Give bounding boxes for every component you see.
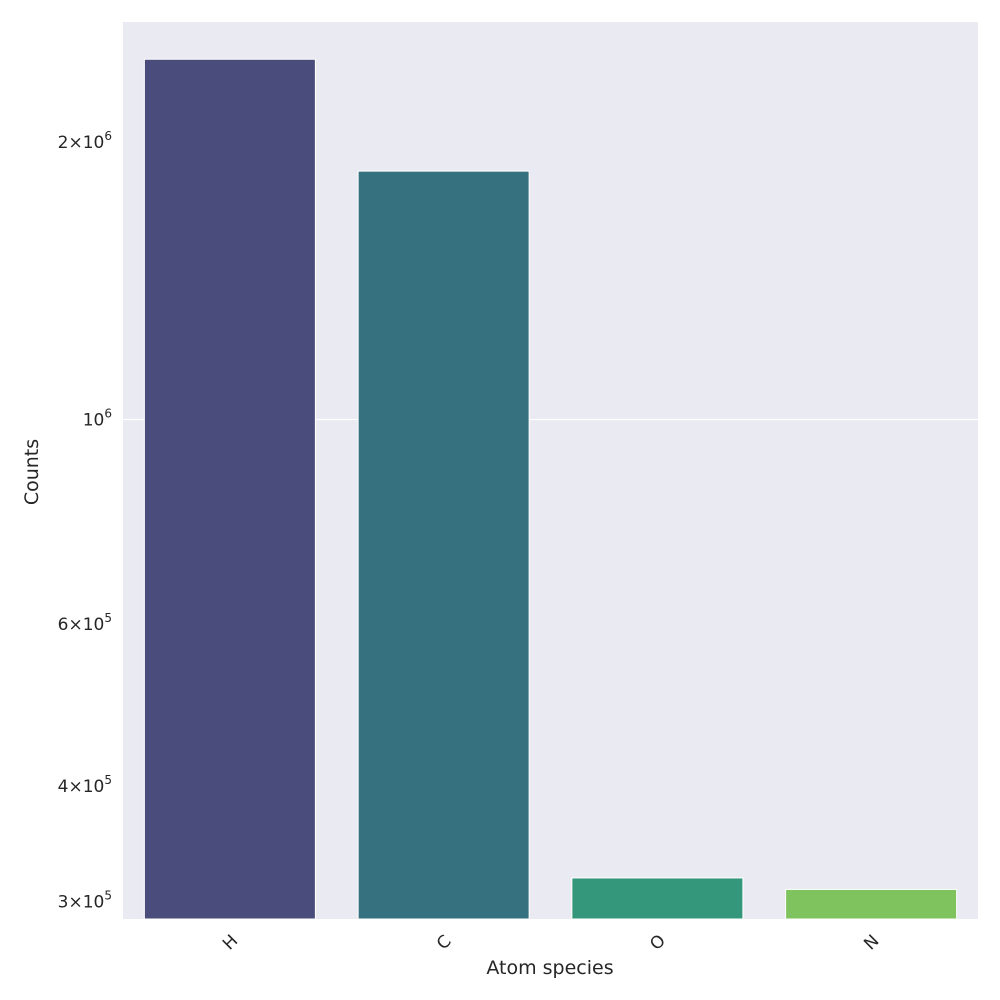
x-tick-label: C [433, 931, 456, 954]
y-tick-label: 3×105 [58, 888, 112, 912]
y-tick-label: 106 [83, 406, 112, 430]
bar-c [357, 170, 530, 920]
y-tick-label: 2×106 [58, 129, 112, 153]
y-axis-title: Counts [21, 439, 43, 505]
bar-h [143, 58, 316, 920]
x-axis-title: Atom species [486, 957, 613, 979]
x-tick-label: H [219, 931, 242, 954]
y-tick-labels: 3×105 4×105 6×105 106 2×106 [58, 129, 112, 912]
x-tick-label: O [646, 931, 670, 955]
bar-o [571, 877, 744, 920]
x-tick-label: N [860, 931, 883, 954]
y-tick-label: 6×105 [58, 611, 112, 635]
bar-n [785, 888, 958, 920]
y-tick-label: 4×105 [58, 773, 112, 797]
bars [143, 58, 958, 920]
